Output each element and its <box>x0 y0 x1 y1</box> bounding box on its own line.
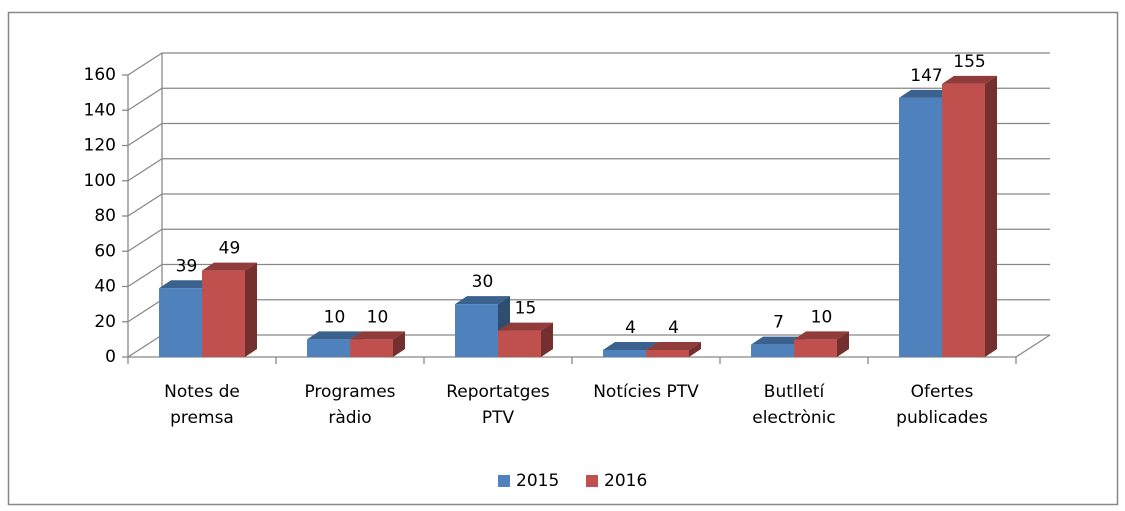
bar <box>202 270 245 357</box>
bar-top <box>751 336 806 345</box>
bar-side <box>985 75 997 357</box>
x-tick-label: Programes ràdio <box>304 382 396 428</box>
floor-edge <box>1015 334 1051 358</box>
value-label: 7 <box>773 313 784 333</box>
bar-side <box>689 341 701 357</box>
grid-line <box>127 52 1050 76</box>
bar <box>159 288 202 357</box>
value-label: 10 <box>367 307 389 327</box>
y-tick-label: 60 <box>94 241 116 261</box>
bar-top <box>646 341 701 350</box>
x-tick-label: Reportatges PTV <box>446 382 550 428</box>
value-label: 10 <box>324 307 346 327</box>
bar <box>455 304 498 357</box>
bar-top <box>307 331 362 340</box>
y-tick-label: 40 <box>94 277 116 297</box>
bar <box>794 339 837 357</box>
bar-top <box>202 262 257 271</box>
legend-swatch <box>498 475 510 487</box>
bar-top <box>350 331 405 340</box>
bar-top <box>794 331 849 340</box>
legend-label: 2015 <box>516 471 559 491</box>
bar-top <box>603 341 658 350</box>
grid-line <box>127 193 1050 217</box>
y-tick-label: 100 <box>84 171 116 191</box>
grid-line <box>127 122 1050 147</box>
bar <box>498 330 541 357</box>
legend-swatch <box>586 475 598 487</box>
value-label: 39 <box>176 256 198 276</box>
legend-label: 2016 <box>604 471 647 491</box>
bar-top <box>942 75 997 84</box>
x-tick-label: Butlletí electrònic <box>752 382 836 428</box>
bar <box>350 339 393 357</box>
bar-top <box>498 322 553 331</box>
grid-line <box>127 263 1050 288</box>
y-tick-label: 140 <box>84 100 116 120</box>
grid-line <box>127 87 1050 111</box>
value-label: 147 <box>910 66 942 86</box>
bar-top <box>899 89 954 98</box>
bar-side <box>541 322 553 357</box>
value-label: 10 <box>811 307 833 327</box>
bar <box>899 97 942 357</box>
y-tick-label: 80 <box>94 206 116 226</box>
value-label: 4 <box>668 318 679 338</box>
value-label: 155 <box>953 52 985 72</box>
chart-border <box>7 11 1119 506</box>
grid-line <box>127 228 1050 252</box>
y-tick-label: 160 <box>84 65 116 85</box>
bar-top <box>159 280 214 289</box>
bar <box>603 349 646 357</box>
grid-line <box>127 158 1050 182</box>
y-tick-label: 20 <box>94 312 116 332</box>
x-tick-label: Notes de premsa <box>164 382 240 428</box>
bar-side <box>837 331 849 357</box>
y-tick-label: 120 <box>84 136 116 156</box>
value-label: 4 <box>625 318 636 338</box>
value-label: 49 <box>219 239 241 259</box>
bar-top <box>455 296 510 305</box>
bar <box>307 339 350 357</box>
y-tick-label: 0 <box>105 347 116 367</box>
x-tick-label: Ofertes publicades <box>896 382 988 428</box>
bar <box>942 83 985 357</box>
bar <box>751 344 794 357</box>
bar-side <box>245 262 257 357</box>
value-label: 30 <box>472 272 494 292</box>
bar <box>646 349 689 357</box>
bar-side <box>393 331 405 357</box>
x-tick-label: Notícies PTV <box>593 382 699 402</box>
value-label: 15 <box>515 299 537 319</box>
